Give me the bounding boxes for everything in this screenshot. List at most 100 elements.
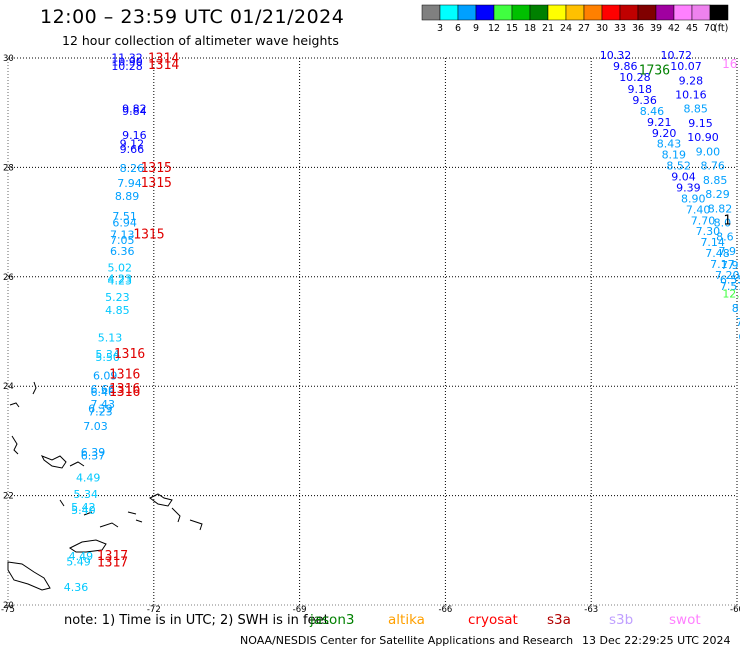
wave-height-label: 10.90: [111, 56, 143, 69]
wave-height-label: 8.82: [708, 202, 733, 215]
wave-height-label: 4.36: [64, 581, 89, 594]
pass-time-label: 1315: [141, 176, 172, 191]
colorbar-tick-label: 30: [596, 23, 608, 34]
coastline-path: [59, 499, 65, 507]
wave-height-label: 8.26: [120, 162, 145, 175]
pass-time-label: 1314: [148, 51, 179, 66]
coastline-path: [40, 455, 67, 469]
wave-height-label: 8.0: [714, 216, 732, 229]
colorbar-tick-label: 15: [506, 23, 518, 34]
wave-height-label: 7.30: [696, 225, 721, 238]
colorbar-swatch: [709, 4, 729, 21]
wave-height-label: 9.15: [688, 117, 713, 130]
wave-height-label: 8.29: [705, 188, 730, 201]
lat-tick-label: 26: [3, 273, 14, 283]
wave-height-label: 7.14: [700, 236, 725, 249]
wave-height-label: 7.03: [83, 420, 108, 433]
wave-height-label: 9.84: [122, 105, 147, 118]
wave-height-label: 4.23: [108, 272, 133, 285]
wave-height-label: 6.39: [81, 446, 106, 459]
lon-tick-label: -72: [147, 605, 161, 612]
wave-height-label: 4.49: [76, 471, 101, 484]
wave-height-label: 7.23: [88, 406, 113, 419]
wave-height-label: 9.21: [647, 116, 672, 129]
wave-height-label: 6.39: [88, 402, 113, 415]
wave-height-label: 8.46: [640, 105, 665, 118]
colorbar-tick-label: 21: [542, 23, 554, 34]
lon-tick-label: -60: [730, 605, 740, 612]
wave-height-label: 6.94: [112, 216, 137, 229]
colorbar-tick-label: 12: [488, 23, 500, 34]
wave-height-label: 9.39: [676, 181, 701, 194]
colorbar-tick-label: 70: [704, 23, 716, 34]
wave-height-label: 4.23: [108, 274, 133, 287]
wave-height-label: 5.40: [71, 504, 96, 517]
wave-height-label: 5.23: [105, 291, 130, 304]
coastline-path: [32, 381, 37, 395]
pass-time-label: 1314: [148, 58, 179, 73]
credit-text: NOAA/NESDIS Center for Satellite Applica…: [240, 634, 574, 647]
wave-height-label: 10.28: [619, 71, 651, 84]
wave-height-label: 7.94: [117, 177, 142, 190]
colorbar-tick-label: 9: [473, 23, 479, 34]
coastline-path: [9, 402, 20, 408]
pass-time-label: 1317: [97, 556, 128, 571]
wave-height-label: 4.49: [69, 550, 94, 563]
wave-height-label: 7.51: [112, 210, 137, 223]
footer-note: note: 1) Time is in UTC; 2) SWH is in fe…: [64, 613, 329, 628]
wave-height-label: 7.20: [715, 269, 740, 282]
lon-tick-label: -75: [1, 605, 15, 612]
colorbar-unit-label: (ft): [714, 23, 728, 34]
wave-height-label: 10.32: [600, 49, 632, 62]
wave-height-label: 5.13: [98, 331, 123, 344]
wave-height-label: 10.72: [661, 49, 693, 62]
wave-height-label: 7.43: [91, 398, 116, 411]
lon-tick-label: -69: [293, 605, 307, 612]
wave-height-label: 8.85: [683, 103, 708, 116]
legend-item-jason3: jason3: [310, 612, 355, 628]
legend-item-s3a: s3a: [547, 612, 571, 628]
wave-height-label: 6.66: [91, 383, 116, 396]
colorbar-tick-label: 33: [614, 23, 626, 34]
legend-item-swot: swot: [669, 612, 701, 628]
lat-tick-label: 22: [3, 492, 14, 502]
wave-height-label: 6.09: [93, 370, 118, 383]
pass-time-label: 1315: [133, 228, 164, 243]
wave-height-label: 6.55: [720, 273, 740, 286]
coastline-path: [83, 511, 93, 516]
lat-tick-label: 28: [3, 163, 14, 173]
pass-time-label: 1316: [109, 385, 140, 400]
colorbar-tick-label: 6: [455, 23, 461, 34]
wave-height-label: 7.9: [719, 245, 737, 258]
pass-time-label: 16: [722, 57, 737, 71]
colorbar-tick-label: 24: [560, 23, 572, 34]
lat-tick-label: 20: [3, 601, 14, 611]
wave-height-label: 9.04: [671, 171, 696, 184]
coastline-path: [99, 522, 119, 528]
wave-height-label: 8.: [732, 302, 740, 315]
colorbar-tick-label: 27: [578, 23, 590, 34]
colorbar-tick-label: 45: [686, 23, 698, 34]
wave-height-label: 7.17: [710, 258, 735, 271]
wave-height-label: 8.89: [115, 190, 140, 203]
page-subtitle: 12 hour collection of altimeter wave hei…: [62, 33, 339, 48]
timestamp-text: 13 Dec 22:29:25 UTC 2024: [582, 634, 731, 647]
wave-height-label: 9.16: [122, 129, 147, 142]
wave-height-label: 6: [738, 330, 740, 343]
wave-height-label: 8.43: [657, 138, 682, 151]
wave-height-label: 10.28: [111, 60, 143, 73]
wave-height-label: 7.13: [110, 229, 135, 242]
legend-item-altika: altika: [388, 612, 425, 628]
wave-height-label: 10.07: [670, 60, 702, 73]
wave-height-label: 5.49: [66, 556, 91, 569]
wave-height-label: 4.85: [105, 304, 130, 317]
pass-time-label: 1316: [109, 382, 140, 397]
wave-height-label: 7.57: [720, 280, 740, 293]
colorbar-tick-label: 39: [650, 23, 662, 34]
wave-height-label: 9.36: [632, 94, 657, 107]
pass-time-label: 1317: [97, 549, 128, 564]
wave-height-label: 5.42: [71, 501, 96, 514]
wave-height-label: 8.19: [662, 149, 687, 162]
wave-height-label: 5.34: [95, 348, 120, 361]
wave-height-label: 9.20: [652, 127, 677, 140]
